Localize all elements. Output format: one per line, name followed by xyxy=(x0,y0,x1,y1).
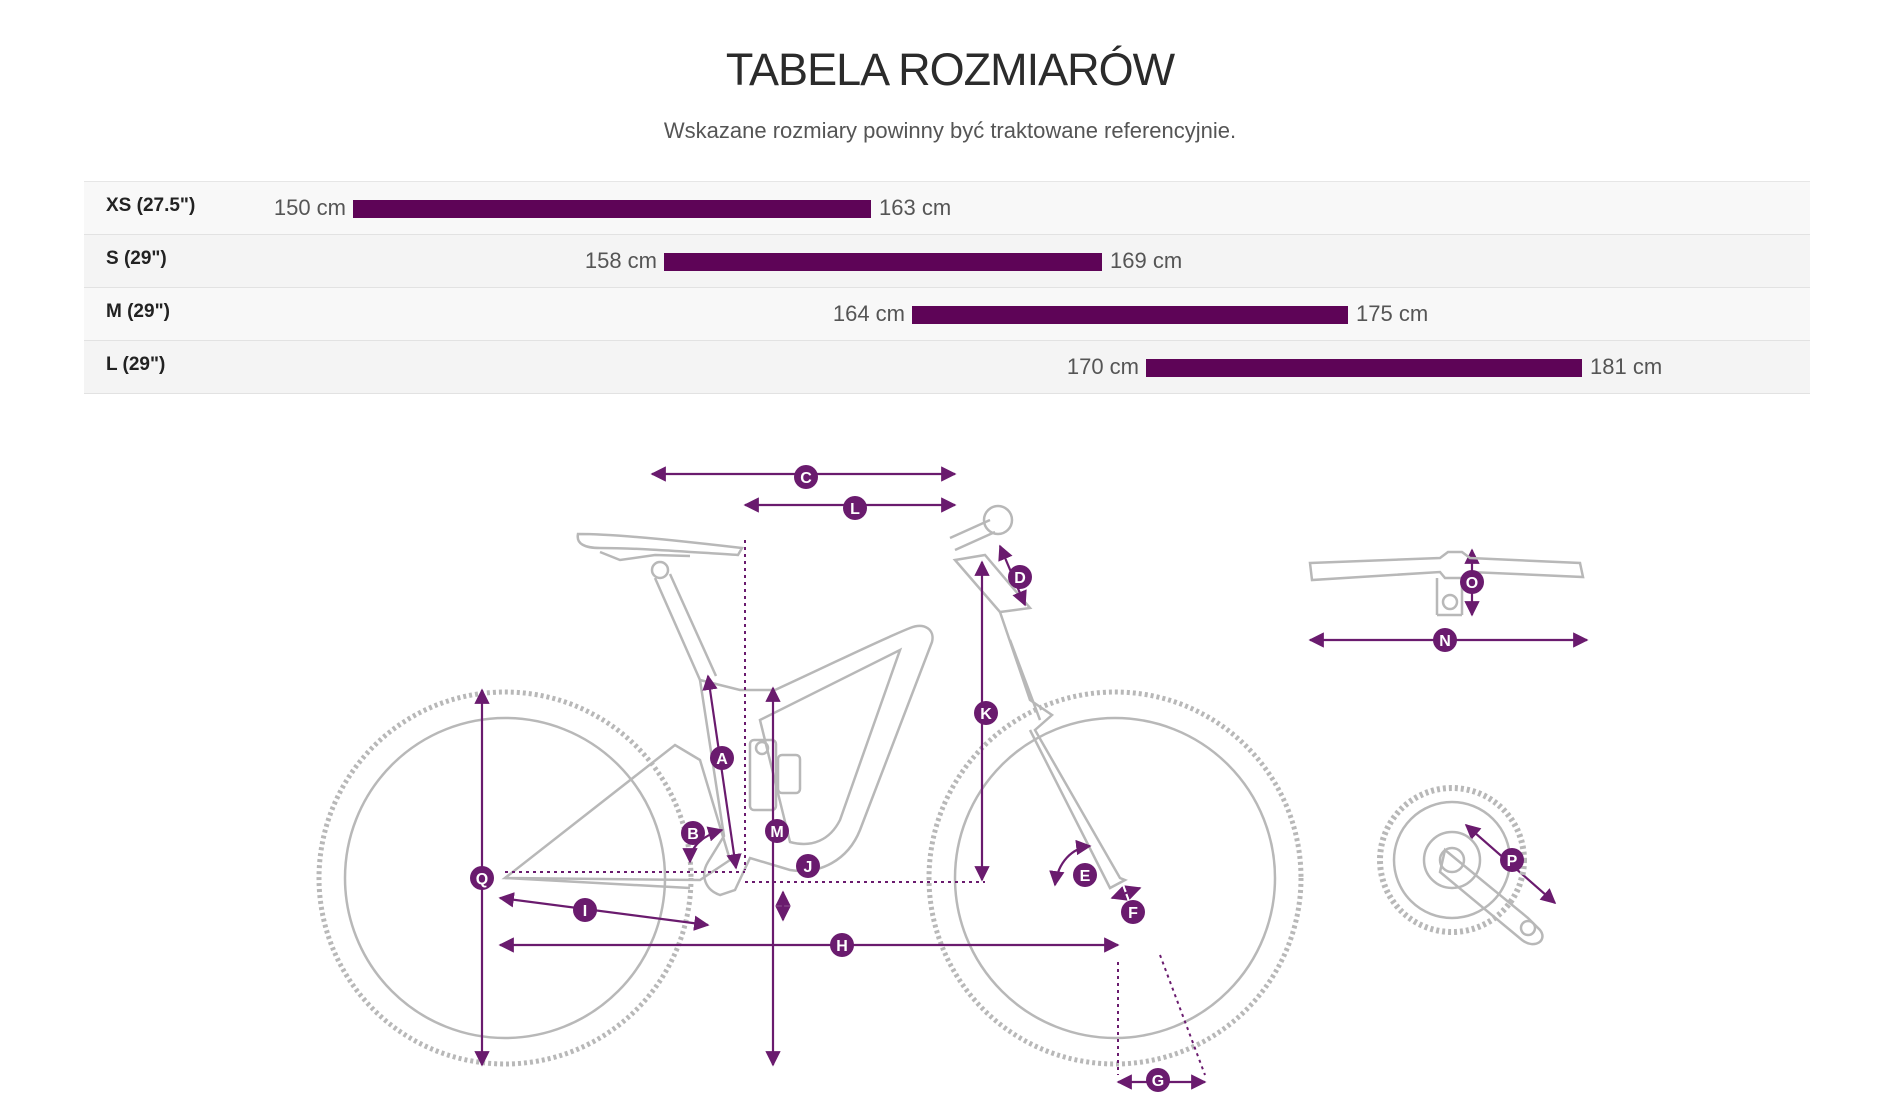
label-f: F xyxy=(1128,905,1138,922)
handlebar-end xyxy=(982,504,1014,536)
size-row-s: S (29") 158 cm 169 cm xyxy=(84,235,1810,288)
range-max: 175 cm xyxy=(1356,301,1429,326)
range-min: 170 cm xyxy=(1066,354,1139,379)
front-rim xyxy=(953,716,1277,1040)
size-label: M (29") xyxy=(106,301,170,322)
range-bar xyxy=(664,253,1102,271)
height-range: 150 cm 163 cm xyxy=(274,182,951,234)
dim-a xyxy=(702,674,742,870)
range-min: 164 cm xyxy=(832,301,905,326)
size-row-l: L (29") 170 cm 181 cm xyxy=(84,341,1810,394)
reference-lines xyxy=(505,540,1206,1076)
range-bar xyxy=(1146,359,1582,377)
range-max: 163 cm xyxy=(879,195,952,220)
saddle xyxy=(576,532,745,557)
dim-f xyxy=(1110,885,1142,901)
range-max: 169 cm xyxy=(1110,248,1183,273)
rear-rim xyxy=(343,716,667,1040)
label-b: B xyxy=(687,826,699,843)
measurement-arrows xyxy=(474,466,1589,1090)
range-bar xyxy=(353,200,871,218)
label-i: I xyxy=(583,903,587,920)
size-label: L (29") xyxy=(106,354,166,375)
range-min: 150 cm xyxy=(273,195,346,220)
label-m: M xyxy=(770,824,783,841)
front-tire xyxy=(926,689,1304,1067)
size-label: XS (27.5") xyxy=(106,195,196,216)
dim-e xyxy=(1049,839,1092,887)
height-range: 158 cm 169 cm xyxy=(585,235,1182,287)
label-q: Q xyxy=(476,871,488,888)
range-bar xyxy=(912,306,1348,324)
label-k: K xyxy=(980,706,992,723)
label-o: O xyxy=(1466,575,1478,592)
label-p: P xyxy=(1507,853,1518,870)
rear-tire xyxy=(316,689,694,1067)
range-min: 158 cm xyxy=(584,248,657,273)
label-d: D xyxy=(1014,570,1026,587)
label-g: G xyxy=(1152,1073,1164,1090)
handlebar-detail xyxy=(1308,550,1585,617)
page-title: TABELA ROZMIARÓW xyxy=(725,44,1175,95)
label-e: E xyxy=(1080,868,1091,885)
letter-badges: C L D K A M B J Q I H E F G N O P xyxy=(470,465,1524,1092)
label-l: L xyxy=(850,501,860,518)
label-h: H xyxy=(836,938,848,955)
size-row-xs: XS (27.5") 150 cm 163 cm xyxy=(84,182,1810,235)
label-j: J xyxy=(804,859,813,876)
height-range: 164 cm 175 cm xyxy=(833,288,1428,340)
frame xyxy=(698,624,934,897)
size-row-m: M (29") 164 cm 175 cm xyxy=(84,288,1810,341)
size-label: S (29") xyxy=(106,248,167,269)
bike-outline xyxy=(316,504,1304,1067)
dim-i xyxy=(498,892,710,931)
label-c: C xyxy=(800,470,812,487)
label-n: N xyxy=(1439,633,1451,650)
label-a: A xyxy=(716,751,728,768)
height-range: 170 cm 181 cm xyxy=(1067,341,1662,393)
page-subtitle: Wskazane rozmiary powinny być traktowane… xyxy=(663,118,1237,143)
size-table: XS (27.5") 150 cm 163 cm S (29") 158 cm … xyxy=(84,181,1810,394)
range-max: 181 cm xyxy=(1590,354,1663,379)
